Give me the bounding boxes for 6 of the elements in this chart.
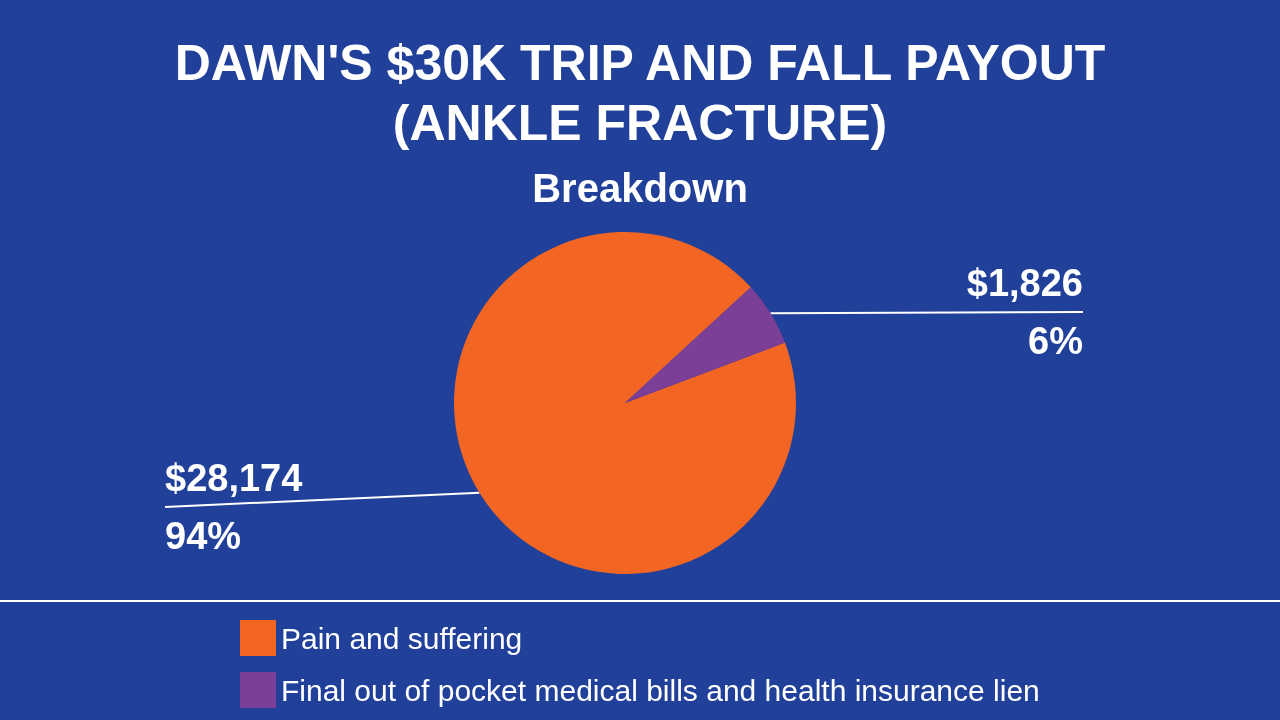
chart-title: DAWN'S $30K TRIP AND FALL PAYOUT (ANKLE FRACTURE): [174, 35, 1106, 151]
legend-label: Final out of pocket medical bills and health insurance lien: [281, 673, 1040, 707]
data-label: $1,826 6%: [966, 262, 1083, 362]
data-label: $28,174 94%: [165, 457, 303, 557]
chart-subtitle: Breakdown: [532, 166, 748, 210]
legend-label: Pain and suffering: [281, 621, 523, 655]
